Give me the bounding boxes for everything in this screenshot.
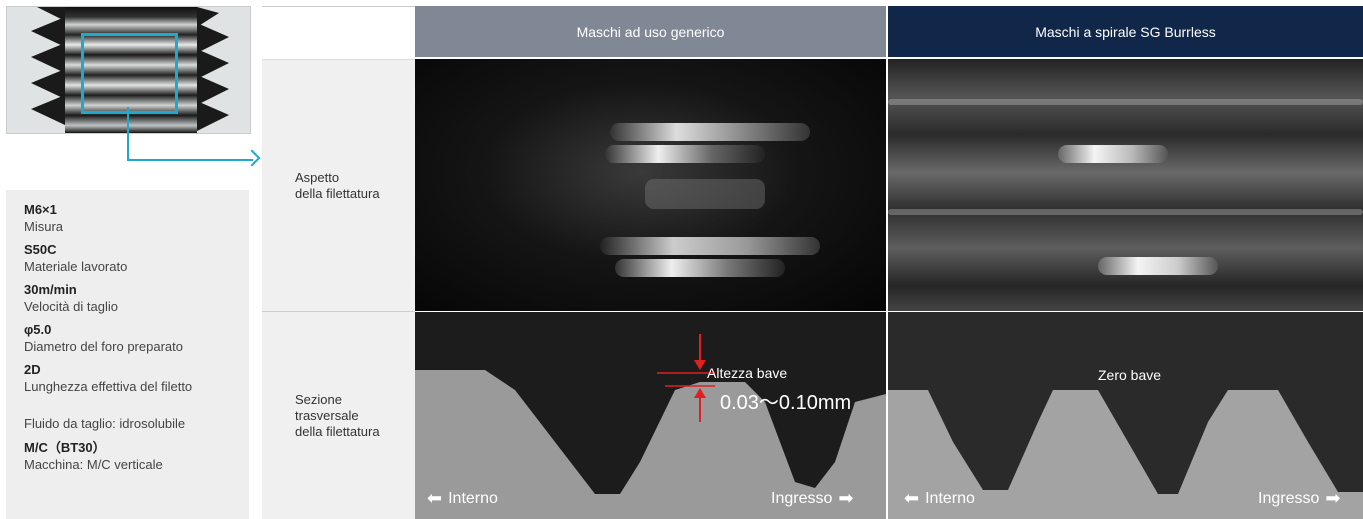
spec-label: Lunghezza effettiva del filetto (24, 379, 193, 394)
spec-label: Materiale lavorato (24, 259, 128, 274)
photo-appearance-general (415, 59, 886, 311)
thread-highlight (600, 237, 820, 255)
burr-height-label: Altezza bave (707, 365, 788, 381)
thread-texture (645, 179, 765, 209)
direction-label: Interno (925, 489, 975, 507)
photo-section-sg: Zero bave ⬅ Interno Ingresso ➡ (888, 312, 1363, 519)
thread-texture (888, 99, 1363, 105)
arrow-right-icon: ➡ (838, 488, 854, 508)
arrow-left-icon: ⬅ (427, 488, 443, 508)
spec-value: φ5.0 (24, 322, 52, 337)
pointer-arrow-icon (243, 149, 261, 167)
spec-value: 2D (24, 362, 41, 377)
spec-length: 2D Lunghezza effettiva del filetto (24, 362, 231, 395)
row-label-line: Aspetto (295, 169, 340, 185)
spec-speed: 30m/min Velocità di taglio (24, 282, 231, 315)
thread-teeth (31, 7, 229, 131)
spec-value: M/C（BT30） (24, 440, 106, 455)
spec-label: Macchina: M/C verticale (24, 457, 163, 472)
thread-profile (415, 362, 886, 519)
spec-label: Diametro del foro preparato (24, 339, 183, 354)
direction-inner: ⬅ Interno (427, 488, 498, 509)
arrow-right-icon: ➡ (1325, 488, 1341, 508)
pointer-line (127, 159, 253, 161)
spec-material: S50C Materiale lavorato (24, 242, 231, 275)
photo-section-general: Altezza bave 0.03～0.10mm ⬅ Interno Ingre… (415, 312, 886, 519)
row-label-line: della filettatura (295, 185, 380, 201)
direction-entry: Ingresso ➡ (1258, 488, 1340, 509)
spec-machine: M/C（BT30） Macchina: M/C verticale (24, 440, 231, 473)
thread-texture (888, 209, 1363, 215)
photo-appearance-sg (888, 59, 1363, 311)
comparison-table: Maschi ad uso generico Maschi a spirale … (262, 6, 1363, 519)
spec-size: M6×1 Misura (24, 202, 231, 235)
thread-highlight (605, 145, 765, 163)
direction-label: Ingresso (771, 489, 833, 507)
zoom-frame (81, 33, 178, 114)
zero-burr-label: Zero bave (1098, 367, 1162, 383)
thread-highlight (1058, 145, 1168, 163)
row-label-line: della filettatura (295, 423, 380, 439)
row-label-appearance: Aspetto della filettatura (262, 59, 415, 311)
row-label-line: trasversale (295, 407, 359, 423)
burr-marker (657, 334, 715, 422)
spec-value: S50C (24, 242, 57, 257)
thread-highlight (1098, 257, 1218, 275)
column-header-sg: Maschi a spirale SG Burrless (888, 6, 1363, 57)
spec-label: Misura (24, 219, 64, 234)
direction-label: Ingresso (1258, 489, 1320, 507)
spec-fluid: Fluido da taglio: idrosolubile (24, 416, 186, 431)
spec-label: Velocità di taglio (24, 299, 118, 314)
row-label-line: Sezione (295, 391, 342, 407)
spec-hole: φ5.0 Diametro del foro preparato (24, 322, 231, 355)
direction-entry: Ingresso ➡ (771, 488, 853, 509)
spec-value: M6×1 (24, 202, 57, 217)
spec-panel: M6×1 Misura S50C Materiale lavorato 30m/… (6, 190, 249, 519)
direction-label: Interno (448, 489, 498, 507)
thread-profile (888, 390, 1363, 519)
thread-highlight (610, 123, 810, 141)
column-header-general: Maschi ad uso generico (415, 6, 886, 57)
spec-value: 30m/min (24, 282, 77, 297)
direction-inner: ⬅ Interno (904, 488, 975, 509)
burr-height-value: 0.03～0.10mm (720, 392, 852, 414)
row-label-section: Sezione trasversale della filettatura (262, 311, 415, 519)
arrow-left-icon: ⬅ (904, 488, 920, 508)
header-corner (262, 6, 415, 58)
thread-highlight (615, 259, 785, 277)
thread-thumbnail (6, 6, 251, 134)
pointer-line (127, 107, 129, 160)
